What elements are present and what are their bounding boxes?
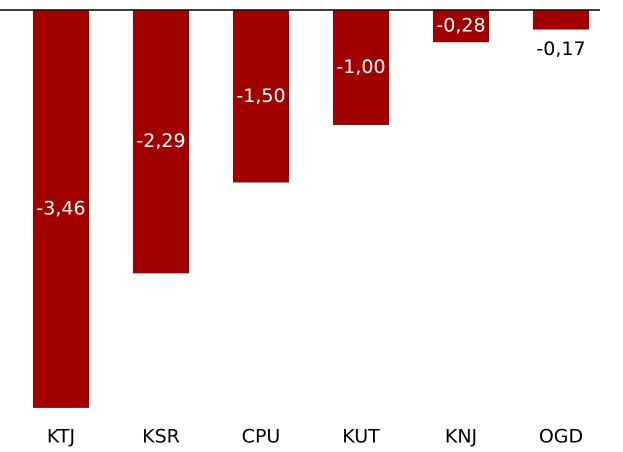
value-label: -0,28: [436, 15, 485, 37]
value-label: -2,29: [136, 130, 185, 152]
value-label-bg: [34, 196, 88, 221]
x-tick-label: KSR: [142, 426, 180, 448]
value-label-bg: [434, 13, 488, 38]
x-tick-label: KTJ: [47, 426, 75, 448]
x-tick-label: OGD: [539, 426, 583, 448]
value-label: -1,50: [236, 85, 285, 107]
x-tick-label: KNJ: [445, 426, 477, 448]
bar: [533, 10, 589, 30]
value-label: -3,46: [36, 197, 85, 219]
value-label-bg: [134, 129, 188, 154]
value-label-bg: [334, 55, 388, 79]
value-label: -0,17: [536, 38, 585, 60]
value-label: -1,00: [336, 56, 385, 78]
x-tick-label: KUT: [342, 426, 380, 448]
value-label-bg: [234, 83, 288, 108]
x-tick-label: CPU: [242, 426, 281, 448]
